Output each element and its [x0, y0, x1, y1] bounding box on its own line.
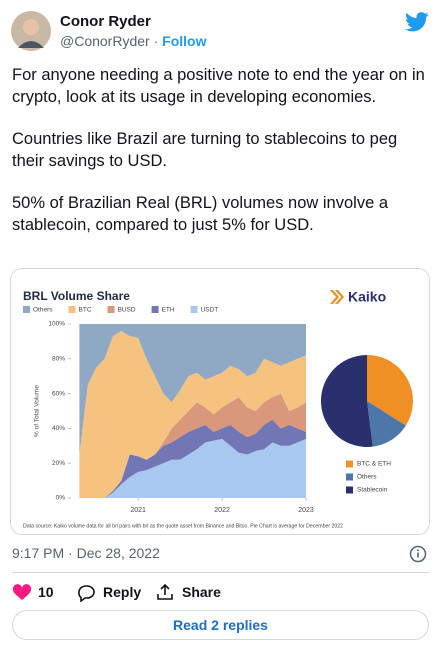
- legend-swatch: [346, 460, 353, 468]
- share-button[interactable]: Share: [182, 584, 221, 600]
- footnote: Data source: Kaiko volume data for all b…: [23, 523, 343, 529]
- info-icon[interactable]: [409, 545, 427, 563]
- tweet-paragraph: Countries like Brazil are turning to sta…: [12, 130, 398, 170]
- legend-label: Stablecoin: [357, 487, 388, 494]
- legend-label: USDT: [201, 307, 219, 314]
- y-tick-label: 100%: [48, 321, 65, 328]
- legend-label: BTC & ETH: [357, 461, 391, 468]
- legend-swatch: [68, 306, 76, 313]
- area: [79, 324, 306, 455]
- y-tick-label: 0%: [56, 495, 66, 502]
- logo: Kaiko: [330, 289, 386, 305]
- y-axis-label: % of Total Volume: [34, 385, 41, 437]
- like-icon[interactable]: [12, 584, 32, 602]
- pie-slice: [367, 355, 413, 426]
- legend-label: Others: [357, 474, 377, 481]
- legend-label: BTC: [79, 307, 92, 314]
- legend-label: BUSD: [118, 307, 136, 314]
- y-tick-label: 80%: [52, 356, 65, 363]
- tweet-paragraph: For anyone needing a positive note to en…: [12, 66, 425, 106]
- twitter-logo[interactable]: [405, 12, 429, 32]
- follow-link[interactable]: Follow: [162, 33, 207, 49]
- legend-swatch: [346, 486, 353, 494]
- y-tick-label: 60%: [52, 390, 65, 397]
- like-count[interactable]: 10: [38, 584, 54, 600]
- chart: BRL Volume Share Kaiko % of Total Volume…: [11, 269, 429, 534]
- legend-swatch: [346, 473, 353, 481]
- author-name[interactable]: Conor Ryder: [60, 13, 151, 30]
- tweet-text: For anyone needing a positive note to en…: [12, 64, 432, 256]
- pie-slice: [321, 355, 373, 447]
- area: [79, 330, 306, 498]
- x-tick-label: 2023: [298, 507, 314, 514]
- tweet-paragraph: 50% of Brazilian Real (BRL) volumes now …: [12, 194, 389, 234]
- reply-icon[interactable]: [76, 584, 96, 602]
- y-tick-label: 40%: [52, 425, 65, 432]
- x-tick-label: 2021: [130, 507, 146, 514]
- handle[interactable]: @ConorRyder: [60, 33, 150, 49]
- logo-text: Kaiko: [348, 289, 386, 305]
- chart-title: BRL Volume Share: [23, 289, 130, 303]
- divider: [12, 572, 429, 573]
- x-tick-label: 2022: [214, 507, 230, 514]
- legend-swatch: [151, 306, 159, 313]
- area: [79, 438, 306, 498]
- read-replies-button[interactable]: Read 2 replies: [12, 610, 429, 640]
- media-image[interactable]: BRL Volume Share Kaiko % of Total Volume…: [10, 268, 430, 535]
- legend-swatch: [190, 306, 198, 313]
- legend-label: Others: [33, 307, 53, 314]
- avatar[interactable]: [10, 10, 52, 52]
- reply-button[interactable]: Reply: [103, 584, 142, 600]
- legend-swatch: [23, 306, 30, 313]
- y-tick-label: 20%: [52, 460, 65, 467]
- timestamp[interactable]: 9:17 PM · Dec 28, 2022: [12, 545, 160, 561]
- area: [79, 419, 306, 498]
- legend-label: ETH: [162, 307, 175, 314]
- share-icon[interactable]: [156, 583, 174, 601]
- author-handle: @ConorRyder · Follow: [60, 33, 207, 49]
- pie-slice: [367, 401, 406, 447]
- legend-swatch: [107, 306, 115, 313]
- area: [79, 393, 306, 498]
